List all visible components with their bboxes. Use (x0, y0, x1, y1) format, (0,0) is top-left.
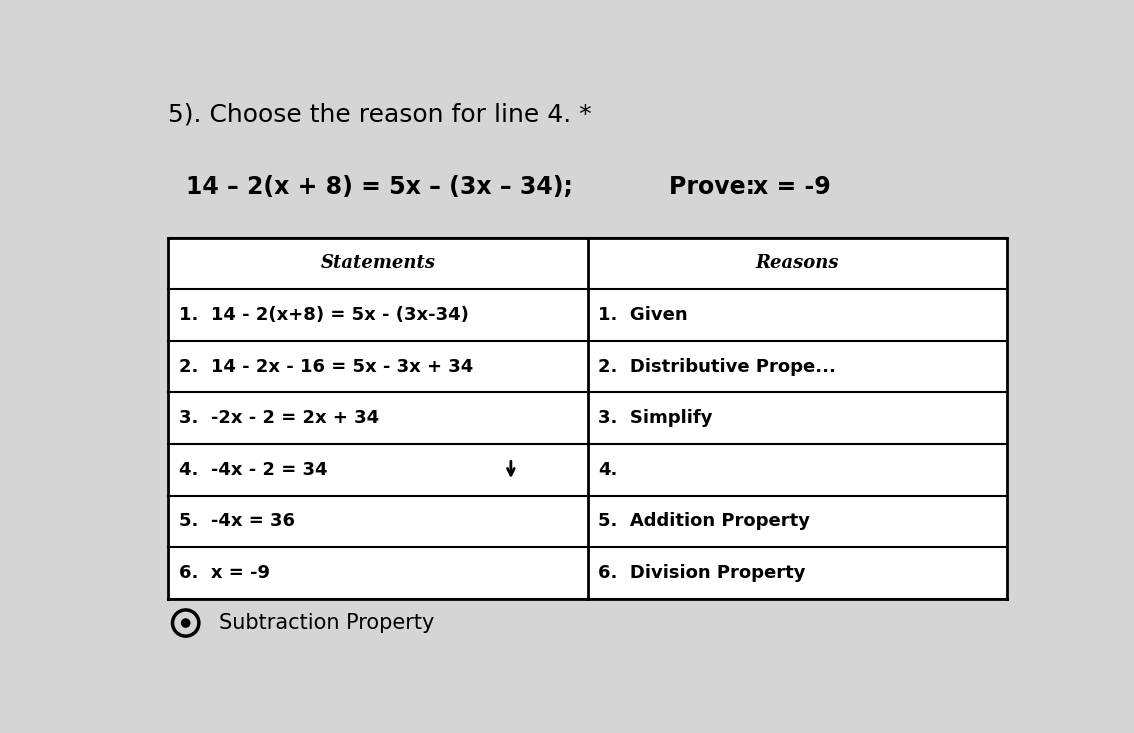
Text: 4.  -4x - 2 = 34: 4. -4x - 2 = 34 (179, 461, 328, 479)
Text: 5.  -4x = 36: 5. -4x = 36 (179, 512, 295, 531)
Text: 3.  Simplify: 3. Simplify (599, 409, 713, 427)
Ellipse shape (180, 618, 191, 628)
Text: 1.  Given: 1. Given (599, 306, 688, 324)
Text: 1.  14 - 2(x+8) = 5x - (3x-34): 1. 14 - 2(x+8) = 5x - (3x-34) (179, 306, 468, 324)
Text: 5.  Addition Property: 5. Addition Property (599, 512, 811, 531)
Text: 2.  14 - 2x - 16 = 5x - 3x + 34: 2. 14 - 2x - 16 = 5x - 3x + 34 (179, 358, 473, 375)
Text: 3.  -2x - 2 = 2x + 34: 3. -2x - 2 = 2x + 34 (179, 409, 379, 427)
Text: Reasons: Reasons (756, 254, 839, 273)
Text: 2.  Distributive Prope...: 2. Distributive Prope... (599, 358, 836, 375)
Text: 14 – 2(x + 8) = 5x – (3x – 34);: 14 – 2(x + 8) = 5x – (3x – 34); (186, 175, 589, 199)
Bar (168, 237, 1007, 599)
Text: 6.  x = -9: 6. x = -9 (179, 564, 270, 582)
Text: Subtraction Property: Subtraction Property (219, 613, 434, 633)
Text: Statements: Statements (321, 254, 435, 273)
Text: x = -9: x = -9 (753, 175, 830, 199)
Text: 6.  Division Property: 6. Division Property (599, 564, 806, 582)
Text: 4.: 4. (599, 461, 618, 479)
Text: Prove:: Prove: (669, 175, 763, 199)
Text: 5). Choose the reason for line 4. *: 5). Choose the reason for line 4. * (168, 102, 592, 126)
